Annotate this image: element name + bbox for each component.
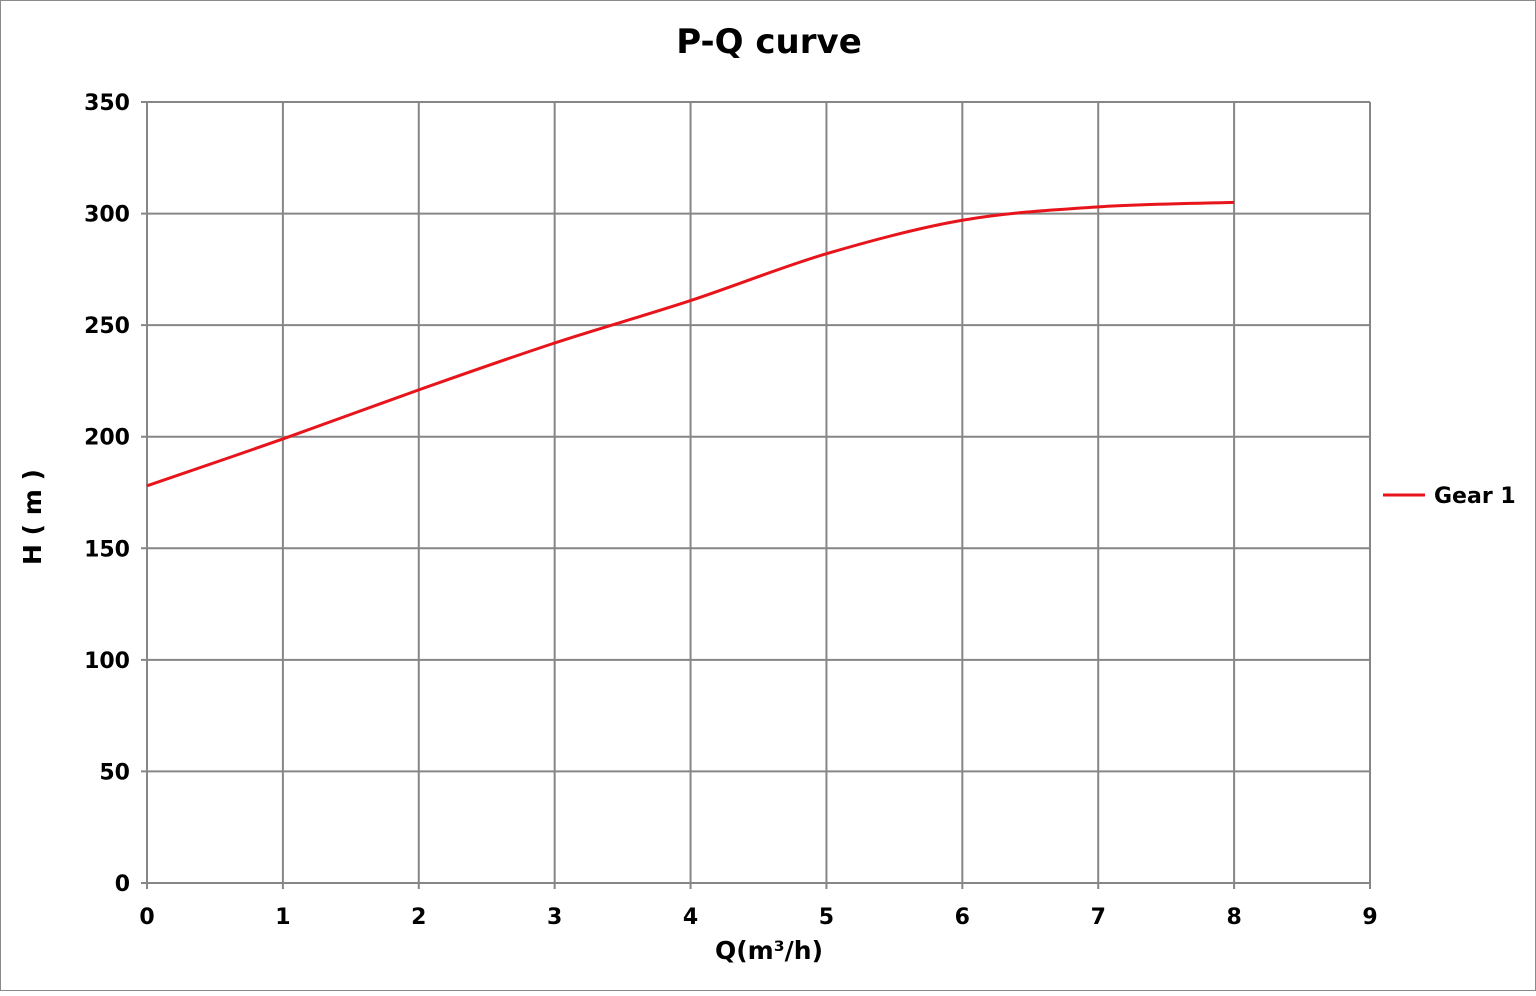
x-tick-label: 5	[819, 905, 834, 930]
x-tick-label: 1	[275, 905, 290, 930]
y-tick-label: 350	[84, 91, 130, 116]
y-tick-label: 150	[84, 537, 130, 562]
x-tick-label: 0	[139, 905, 154, 930]
tick-labels: 0 50 100 150 200 250 300 350 0 1 2 3 4 5 6 7 8 9	[84, 91, 1378, 930]
legend-label-gear-1: Gear 1	[1434, 484, 1516, 509]
y-tick-label: 100	[84, 649, 130, 674]
y-tick-label: 250	[84, 314, 130, 339]
x-tick-label: 6	[955, 905, 970, 930]
y-tick-label: 300	[84, 203, 130, 228]
x-tick-label: 4	[683, 905, 698, 930]
legend: Gear 1	[1383, 484, 1516, 509]
x-tick-label: 2	[411, 905, 426, 930]
y-tick-label: 200	[84, 426, 130, 451]
series-lines	[146, 200, 1235, 488]
x-tick-label: 7	[1091, 905, 1106, 930]
y-axis-label: H ( m )	[18, 469, 47, 565]
chart-title: P-Q curve	[676, 22, 862, 62]
y-tick-label: 50	[99, 760, 130, 785]
series-line-gear-1	[146, 200, 1235, 488]
x-tick-label: 3	[547, 905, 562, 930]
x-axis-label: Q(m³/h)	[715, 936, 823, 965]
grid	[141, 101, 1371, 889]
x-tick-label: 9	[1362, 905, 1377, 930]
y-tick-label: 0	[115, 872, 130, 897]
x-tick-label: 8	[1226, 905, 1241, 930]
